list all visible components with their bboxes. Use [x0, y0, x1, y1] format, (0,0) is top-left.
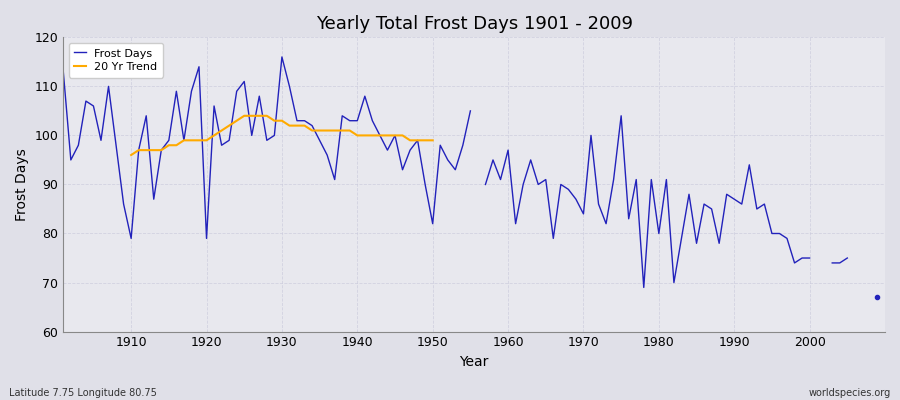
- 20 Yr Trend: [269, 118, 280, 123]
- Frost Days: [503, 148, 514, 152]
- 20 Yr Trend: [390, 133, 400, 138]
- Frost Days: [284, 84, 295, 89]
- 20 Yr Trend: [164, 143, 175, 148]
- 20 Yr Trend: [419, 138, 430, 143]
- 20 Yr Trend: [307, 128, 318, 133]
- Frost Days: [872, 295, 883, 300]
- 20 Yr Trend: [194, 138, 204, 143]
- 20 Yr Trend: [412, 138, 423, 143]
- Legend: Frost Days, 20 Yr Trend: Frost Days, 20 Yr Trend: [68, 43, 163, 78]
- 20 Yr Trend: [171, 143, 182, 148]
- 20 Yr Trend: [405, 138, 416, 143]
- 20 Yr Trend: [178, 138, 189, 143]
- Frost Days: [510, 221, 521, 226]
- 20 Yr Trend: [299, 123, 310, 128]
- 20 Yr Trend: [345, 128, 356, 133]
- Line: Frost Days: Frost Days: [63, 57, 878, 297]
- Frost Days: [329, 177, 340, 182]
- Text: worldspecies.org: worldspecies.org: [809, 388, 891, 398]
- 20 Yr Trend: [133, 148, 144, 152]
- 20 Yr Trend: [321, 128, 332, 133]
- 20 Yr Trend: [254, 113, 265, 118]
- 20 Yr Trend: [367, 133, 378, 138]
- 20 Yr Trend: [359, 133, 370, 138]
- 20 Yr Trend: [382, 133, 393, 138]
- 20 Yr Trend: [397, 133, 408, 138]
- 20 Yr Trend: [276, 118, 287, 123]
- 20 Yr Trend: [247, 113, 257, 118]
- Text: Latitude 7.75 Longitude 80.75: Latitude 7.75 Longitude 80.75: [9, 388, 157, 398]
- 20 Yr Trend: [238, 113, 249, 118]
- 20 Yr Trend: [126, 153, 137, 158]
- 20 Yr Trend: [337, 128, 347, 133]
- Line: 20 Yr Trend: 20 Yr Trend: [131, 116, 433, 155]
- Y-axis label: Frost Days: Frost Days: [15, 148, 29, 221]
- 20 Yr Trend: [428, 138, 438, 143]
- 20 Yr Trend: [224, 123, 235, 128]
- 20 Yr Trend: [201, 138, 212, 143]
- 20 Yr Trend: [231, 118, 242, 123]
- 20 Yr Trend: [292, 123, 302, 128]
- X-axis label: Year: Year: [460, 355, 489, 369]
- 20 Yr Trend: [209, 133, 220, 138]
- 20 Yr Trend: [329, 128, 340, 133]
- Title: Yearly Total Frost Days 1901 - 2009: Yearly Total Frost Days 1901 - 2009: [316, 15, 633, 33]
- 20 Yr Trend: [374, 133, 385, 138]
- Frost Days: [118, 202, 129, 206]
- 20 Yr Trend: [156, 148, 166, 152]
- 20 Yr Trend: [261, 113, 272, 118]
- 20 Yr Trend: [284, 123, 295, 128]
- 20 Yr Trend: [352, 133, 363, 138]
- 20 Yr Trend: [186, 138, 197, 143]
- Frost Days: [600, 221, 611, 226]
- 20 Yr Trend: [140, 148, 151, 152]
- 20 Yr Trend: [216, 128, 227, 133]
- 20 Yr Trend: [314, 128, 325, 133]
- 20 Yr Trend: [148, 148, 159, 152]
- Frost Days: [58, 69, 68, 74]
